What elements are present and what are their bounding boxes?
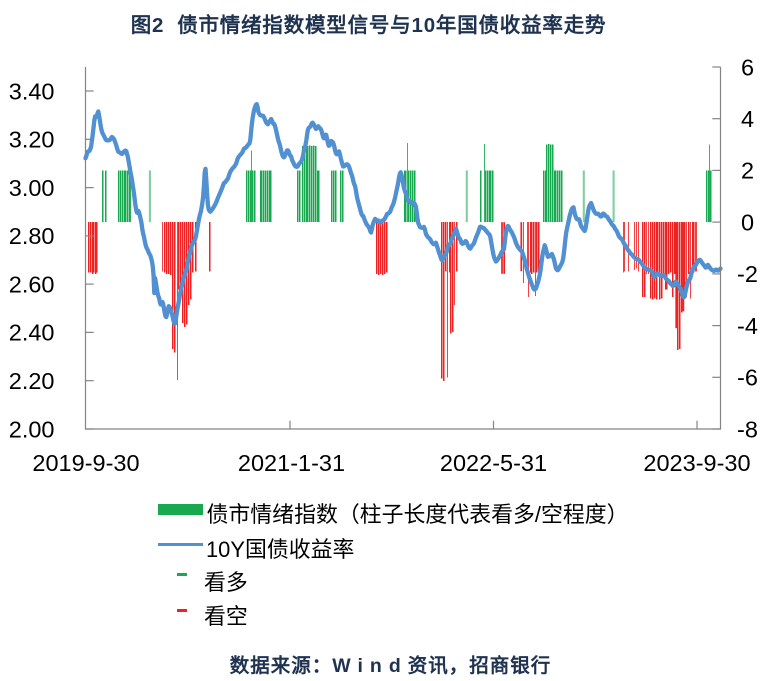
svg-text:2.20: 2.20 (9, 368, 55, 394)
svg-text:2.60: 2.60 (9, 271, 55, 297)
svg-text:3.40: 3.40 (9, 78, 55, 104)
svg-text:0: 0 (741, 209, 754, 235)
svg-text:2021-1-31: 2021-1-31 (238, 450, 345, 476)
svg-text:2.00: 2.00 (9, 416, 55, 442)
svg-text:-4: -4 (737, 313, 758, 339)
svg-text:2: 2 (741, 158, 754, 184)
svg-text:-8: -8 (737, 416, 758, 442)
svg-text:3.00: 3.00 (9, 175, 55, 201)
svg-text:-6: -6 (737, 365, 758, 391)
svg-text:3.20: 3.20 (9, 127, 55, 153)
svg-text:2022-5-31: 2022-5-31 (440, 450, 547, 476)
svg-text:2019-9-30: 2019-9-30 (32, 450, 139, 476)
svg-text:6: 6 (741, 54, 754, 80)
svg-text:-2: -2 (737, 261, 758, 287)
svg-text:2023-9-30: 2023-9-30 (643, 450, 750, 476)
svg-text:2.40: 2.40 (9, 320, 55, 346)
svg-text:4: 4 (741, 106, 754, 132)
svg-text:2.80: 2.80 (9, 223, 55, 249)
